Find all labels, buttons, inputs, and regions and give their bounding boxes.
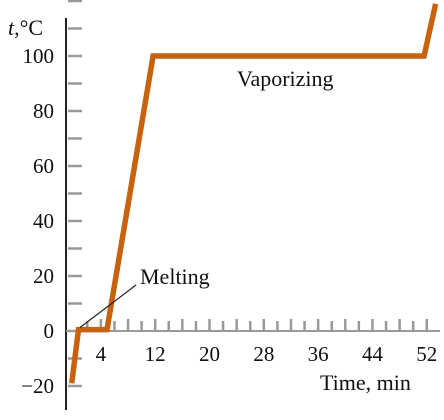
heating-curve-line — [68, 3, 439, 384]
x-tick-label: 28 — [253, 342, 274, 366]
y-tick-label: 80 — [33, 99, 54, 123]
series — [68, 3, 439, 384]
y-tick-label: 0 — [44, 319, 55, 343]
y-tick-label: 60 — [33, 154, 54, 178]
annotations: Melting Vaporizing — [79, 66, 334, 329]
y-tick-label: 100 — [23, 44, 55, 68]
x-tick-label: 52 — [416, 342, 437, 366]
y-tick-label: 20 — [33, 264, 54, 288]
x-tick-label: 44 — [362, 342, 384, 366]
y-axis: −20 0 20 40 60 80 100 — [21, 0, 82, 410]
vaporizing-label: Vaporizing — [237, 66, 334, 91]
x-tick-label: 20 — [199, 342, 220, 366]
y-axis-label: t,°C — [8, 15, 43, 40]
melting-label: Melting — [140, 264, 210, 289]
y-tick-label: −20 — [21, 374, 54, 398]
x-axis: 4 12 20 28 36 44 52 — [66, 319, 440, 366]
x-axis-label: Time, min — [320, 370, 411, 395]
x-tick-label: 4 — [96, 342, 107, 366]
x-tick-label: 12 — [145, 342, 166, 366]
y-tick-label: 40 — [33, 209, 54, 233]
melting-pointer-line — [79, 284, 137, 329]
x-tick-label: 36 — [308, 342, 329, 366]
